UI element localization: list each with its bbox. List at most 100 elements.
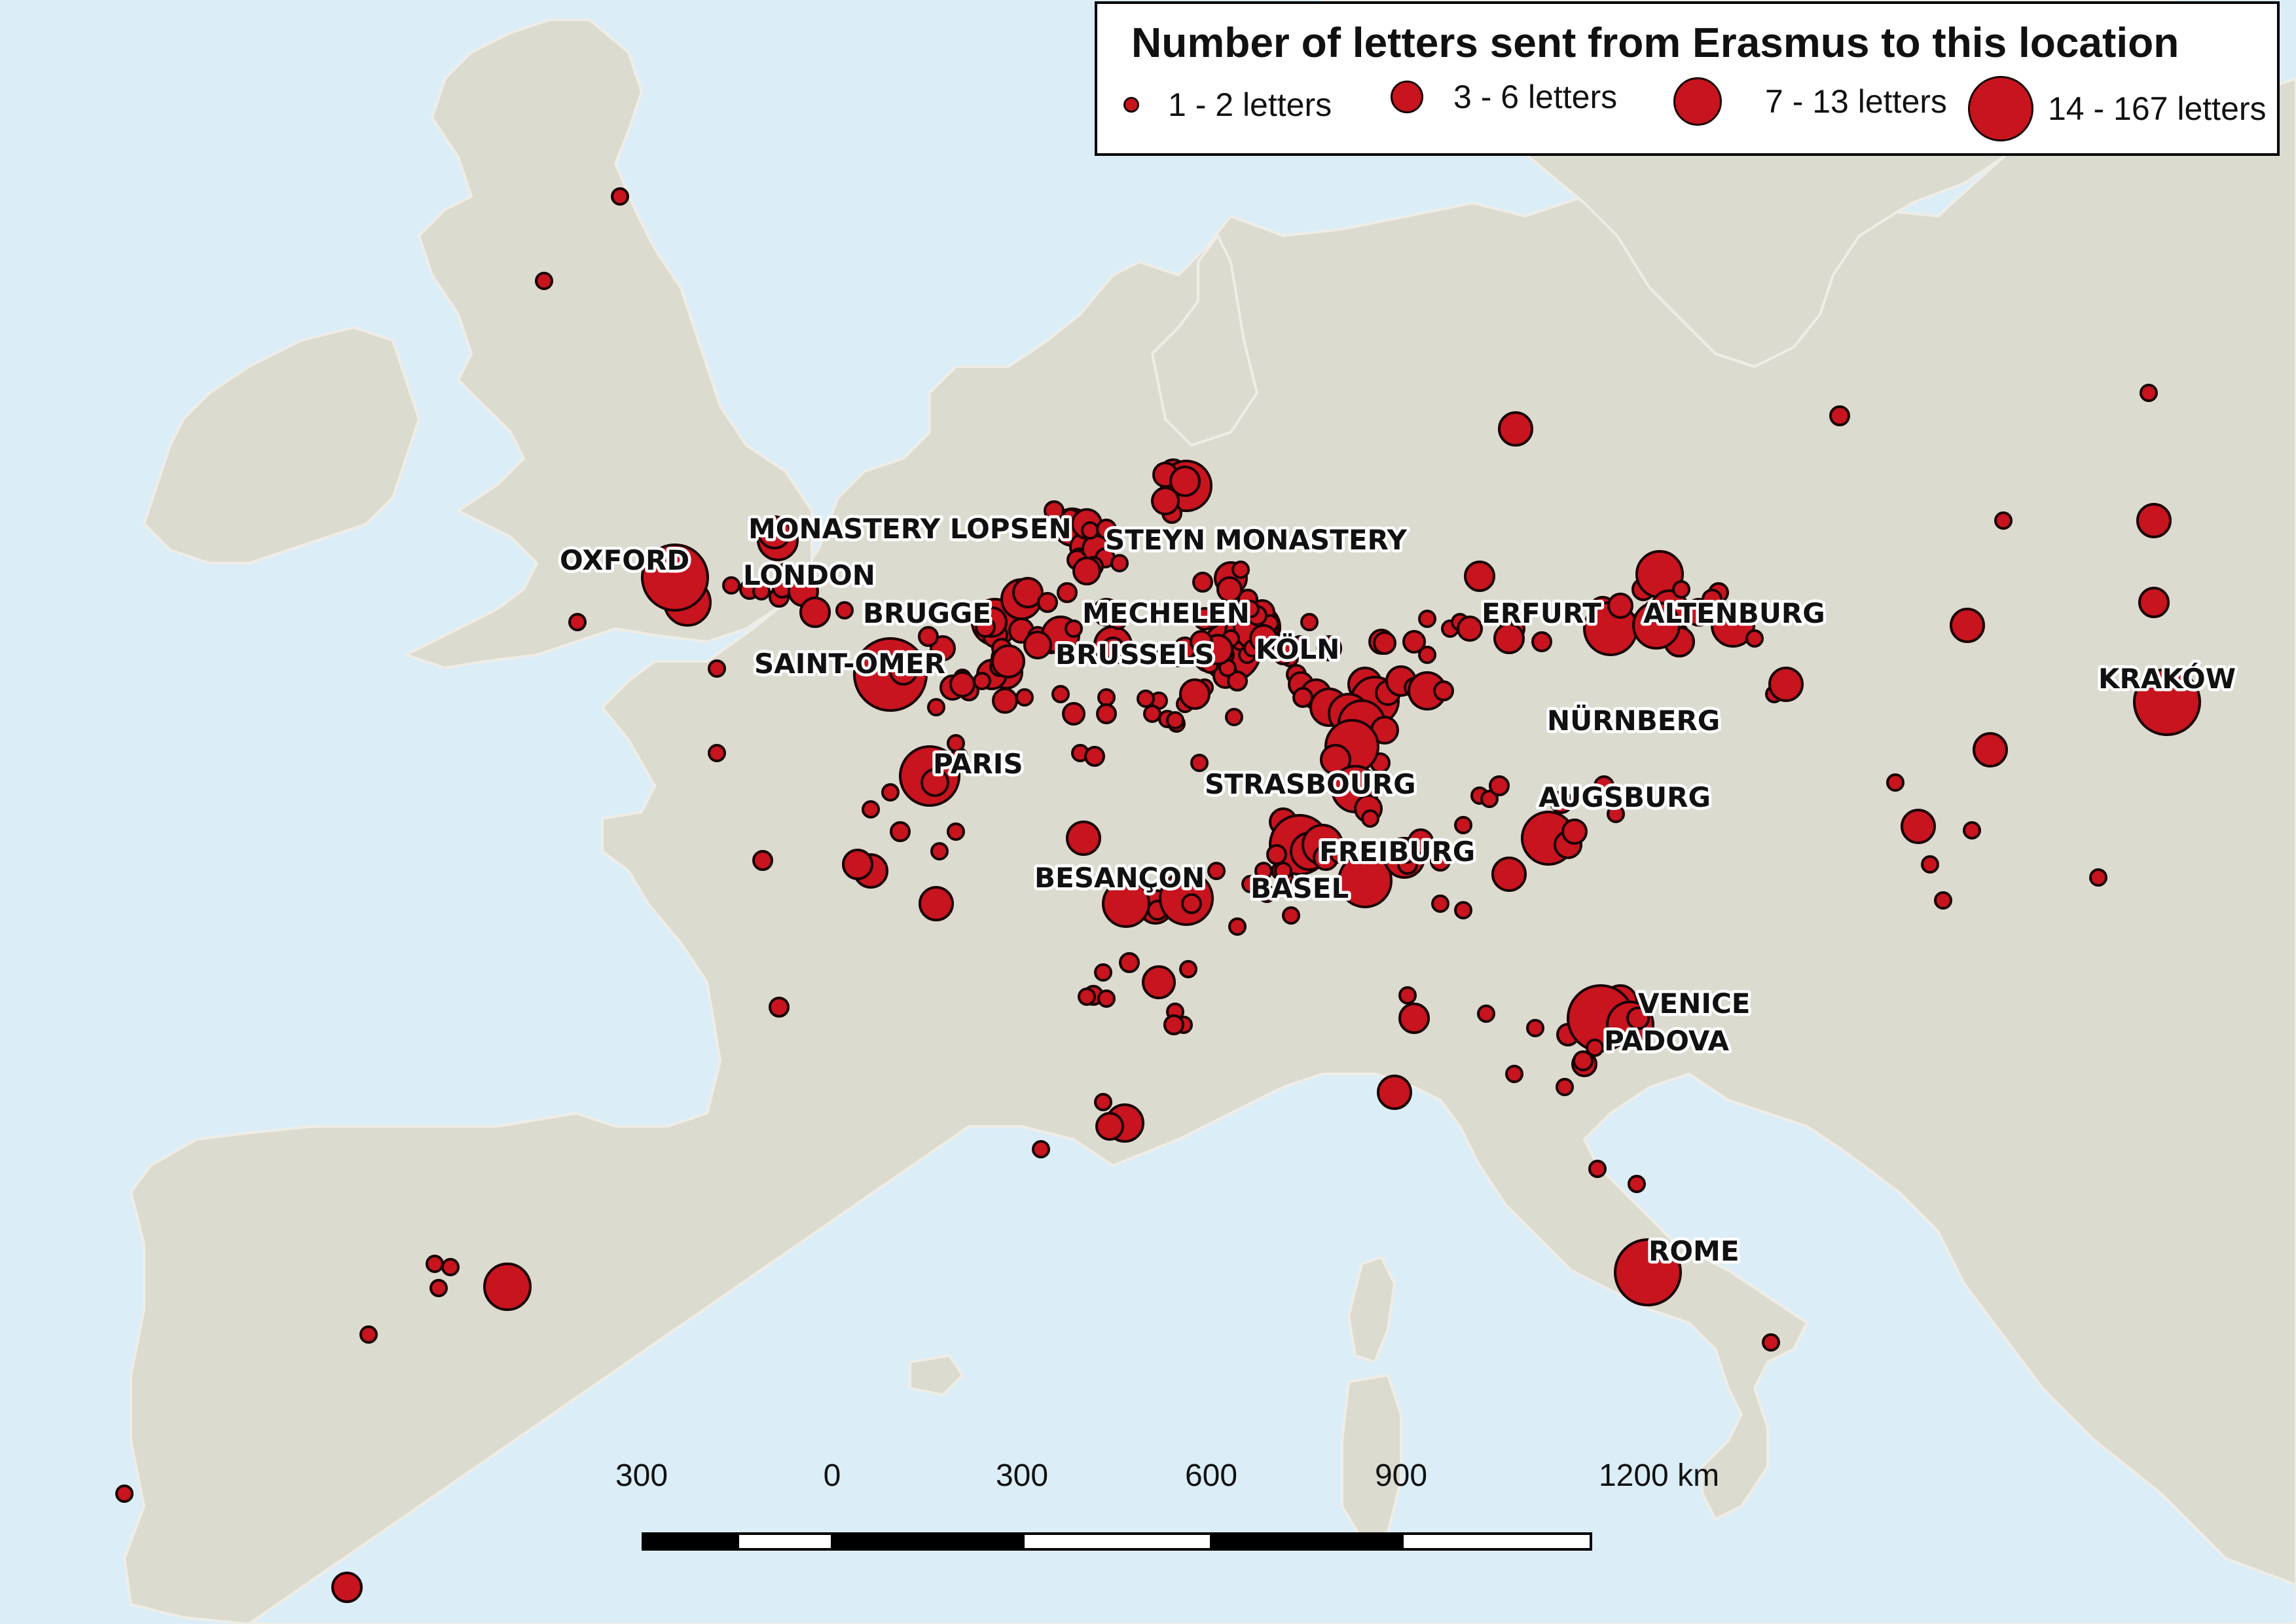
letter-marker[interactable] <box>483 1263 532 1311</box>
letter-marker[interactable] <box>1190 630 1213 654</box>
letter-marker[interactable] <box>1921 855 1939 874</box>
letter-marker[interactable] <box>1626 1006 1650 1030</box>
letter-marker[interactable] <box>1829 405 1850 426</box>
letter-marker[interactable] <box>1431 895 1449 913</box>
letter-marker[interactable] <box>1588 1160 1607 1178</box>
letter-marker[interactable] <box>611 187 629 206</box>
letter-marker[interactable] <box>1973 732 2008 767</box>
letter-marker[interactable] <box>1072 557 1101 585</box>
letter-marker[interactable] <box>1464 561 1495 592</box>
letter-marker[interactable] <box>1066 821 1101 856</box>
letter-marker[interactable] <box>1190 754 1209 772</box>
letter-marker[interactable] <box>1531 631 1552 652</box>
letter-marker[interactable] <box>641 544 709 612</box>
letter-marker[interactable] <box>1491 857 1527 892</box>
letter-marker[interactable] <box>1292 687 1313 708</box>
letter-marker[interactable] <box>862 800 880 819</box>
letter-marker[interactable] <box>1065 619 1083 638</box>
letter-marker[interactable] <box>799 597 831 628</box>
letter-marker[interactable] <box>1179 960 1197 978</box>
letter-marker[interactable] <box>1169 649 1188 667</box>
letter-marker[interactable] <box>708 744 726 762</box>
letter-marker[interactable] <box>708 659 726 678</box>
letter-marker[interactable] <box>1023 631 1052 659</box>
letter-marker[interactable] <box>1166 711 1184 729</box>
letter-marker[interactable] <box>947 734 965 752</box>
letter-marker[interactable] <box>1320 744 1351 775</box>
letter-marker[interactable] <box>957 600 975 618</box>
letter-marker[interactable] <box>568 613 587 631</box>
letter-marker[interactable] <box>1101 637 1125 660</box>
letter-marker[interactable] <box>115 1485 134 1503</box>
letter-marker[interactable] <box>426 1255 444 1273</box>
letter-marker[interactable] <box>1550 790 1573 814</box>
letter-marker[interactable] <box>1526 1019 1544 1037</box>
letter-marker[interactable] <box>1142 965 1176 999</box>
letter-marker[interactable] <box>842 849 873 880</box>
letter-marker[interactable] <box>1227 671 1248 692</box>
letter-marker[interactable] <box>992 688 1018 714</box>
letter-marker[interactable] <box>1078 987 1096 1006</box>
letter-marker[interactable] <box>1241 600 1260 618</box>
letter-marker[interactable] <box>1249 624 1278 653</box>
letter-marker[interactable] <box>1282 906 1300 925</box>
letter-marker[interactable] <box>1430 851 1451 872</box>
letter-marker[interactable] <box>1163 1014 1184 1035</box>
letter-marker[interactable] <box>918 626 939 647</box>
letter-marker[interactable] <box>1398 1003 1430 1034</box>
letter-marker[interactable] <box>1607 805 1625 823</box>
letter-marker[interactable] <box>1207 862 1226 880</box>
letter-marker[interactable] <box>1084 746 1105 767</box>
letter-marker[interactable] <box>1398 986 1417 1005</box>
letter-marker[interactable] <box>949 671 975 697</box>
letter-marker[interactable] <box>1057 582 1078 603</box>
letter-marker[interactable] <box>889 657 918 686</box>
letter-marker[interactable] <box>1745 629 1764 648</box>
letter-marker[interactable] <box>1266 844 1287 865</box>
letter-marker[interactable] <box>1628 1175 1646 1193</box>
letter-marker[interactable] <box>1095 1112 1124 1141</box>
letter-marker[interactable] <box>2133 668 2201 736</box>
letter-marker[interactable] <box>359 1325 378 1344</box>
letter-marker[interactable] <box>1994 511 2013 530</box>
letter-marker[interactable] <box>947 822 965 841</box>
letter-marker[interactable] <box>1702 589 1722 610</box>
letter-marker[interactable] <box>1768 667 1804 702</box>
letter-marker[interactable] <box>1457 616 1483 642</box>
letter-marker[interactable] <box>1607 593 1633 619</box>
letter-marker[interactable] <box>1614 1238 1682 1306</box>
letter-marker[interactable] <box>1632 601 1681 650</box>
letter-marker[interactable] <box>1081 521 1099 540</box>
letter-marker[interactable] <box>1225 708 1243 726</box>
letter-marker[interactable] <box>927 698 945 716</box>
letter-marker[interactable] <box>930 842 949 860</box>
letter-marker[interactable] <box>1489 775 1510 796</box>
letter-marker[interactable] <box>1193 607 1216 631</box>
letter-marker[interactable] <box>1886 773 1904 792</box>
letter-marker[interactable] <box>1433 680 1454 701</box>
letter-marker[interactable] <box>890 821 911 842</box>
letter-marker[interactable] <box>2140 384 2158 402</box>
letter-marker[interactable] <box>1586 1039 1604 1057</box>
letter-marker[interactable] <box>881 783 900 802</box>
letter-marker[interactable] <box>1102 879 1150 928</box>
letter-marker[interactable] <box>1901 809 1936 844</box>
letter-marker[interactable] <box>2138 587 2170 618</box>
letter-marker[interactable] <box>1418 646 1436 664</box>
letter-marker[interactable] <box>441 1258 460 1276</box>
letter-marker[interactable] <box>1137 690 1155 708</box>
letter-marker[interactable] <box>2089 868 2107 887</box>
letter-marker[interactable] <box>1192 572 1213 593</box>
letter-marker[interactable] <box>1505 1065 1523 1083</box>
letter-marker[interactable] <box>1228 917 1247 936</box>
letter-marker[interactable] <box>975 617 996 638</box>
letter-marker[interactable] <box>1418 610 1436 628</box>
letter-marker[interactable] <box>1408 828 1434 855</box>
letter-marker[interactable] <box>1051 685 1070 703</box>
letter-marker[interactable] <box>1762 1333 1780 1352</box>
letter-marker[interactable] <box>1556 1078 1574 1096</box>
letter-marker[interactable] <box>991 644 1025 678</box>
letter-marker[interactable] <box>757 515 792 549</box>
letter-marker[interactable] <box>1950 608 1985 643</box>
